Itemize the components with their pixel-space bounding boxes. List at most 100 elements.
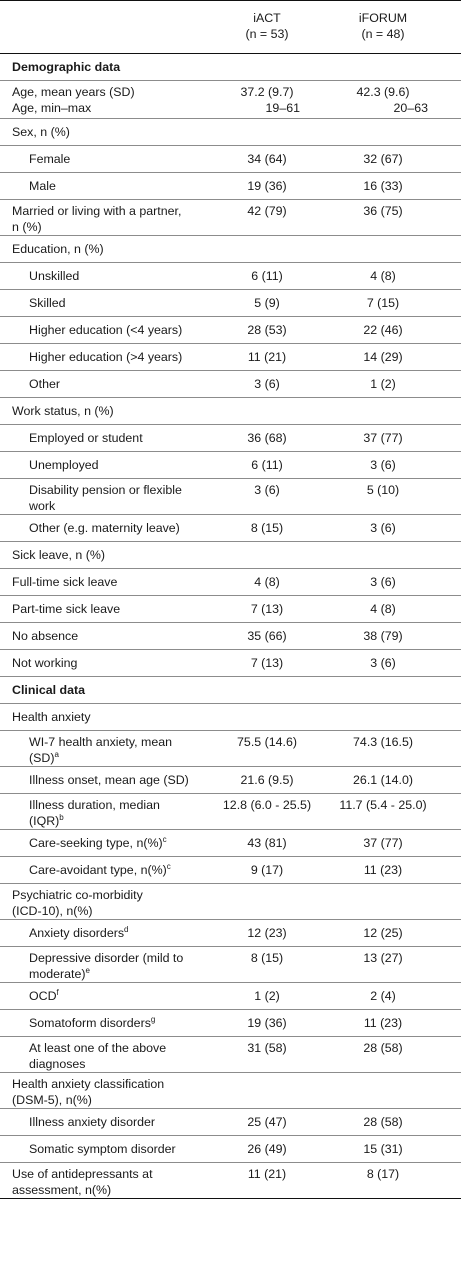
row-label-text: Demographic data (12, 60, 121, 74)
row-label-text: Illness onset, mean age (SD) (29, 773, 189, 787)
cell-iforum: 1 (2) (370, 377, 396, 391)
table-row: Male 19 (36) 16 (33) (0, 173, 461, 200)
row-label: Unskilled (29, 268, 79, 284)
row-label-text-line2: (IQR) (29, 814, 60, 828)
cell-iforum: 32 (67) (363, 152, 403, 166)
row-label: Female (29, 151, 70, 167)
row-label: Work status, n (%) (12, 403, 114, 419)
table-row: Unemployed 6 (11) 3 (6) (0, 452, 461, 479)
row-label: Sex, n (%) (12, 124, 70, 140)
table-row: No absence 35 (66) 38 (79) (0, 623, 461, 650)
cell-iforum: 42.3 (9.6) (356, 85, 410, 99)
cell-iforum: 26.1 (14.0) (353, 773, 413, 787)
cell-iact: 4 (8) (254, 575, 280, 589)
cell-iforum: 12 (25) (363, 926, 403, 940)
row-label-text: Depressive disorder (mild to (29, 951, 184, 965)
cell-iforum: 28 (58) (363, 1115, 403, 1129)
cell-iforum: 3 (6) (370, 656, 396, 670)
row-label-text: Other (29, 377, 60, 391)
row-label: No absence (12, 628, 78, 644)
row-label: Illness duration, median (IQR)b (29, 797, 160, 829)
table-row: Work status, n (%) (0, 398, 461, 425)
cell-iforum: 4 (8) (370, 269, 396, 283)
table-row: Skilled 5 (9) 7 (15) (0, 290, 461, 317)
table-row: Higher education (>4 years) 11 (21) 14 (29… (0, 344, 461, 371)
table-row: Employed or student 36 (68) 37 (77) (0, 425, 461, 452)
footnote-marker: c (166, 862, 171, 871)
cell-iforum: 37 (77) (363, 836, 403, 850)
table-row: Depressive disorder (mild to moderate)e 8 … (0, 947, 461, 983)
footnote-marker: c (162, 835, 167, 844)
cell-iforum: 22 (46) (363, 323, 403, 337)
table-row: Other (e.g. maternity leave) 8 (15) 3 (6) (0, 515, 461, 542)
cell-iact: 36 (68) (247, 431, 287, 445)
row-label-text: Sick leave, n (%) (12, 548, 105, 562)
header-iforum: iFORUM (n = 48) (333, 10, 433, 42)
cell-iforum: 11 (23) (363, 1016, 403, 1030)
table-row: Age, mean years (SD) Age, min–max 37.2 (9.… (0, 81, 461, 119)
row-label-text-line2: (DSM-5), n(%) (12, 1093, 92, 1107)
row-label-text: Health anxiety classification (12, 1077, 165, 1091)
cell-iact: 8 (15) (250, 521, 284, 535)
cell-iact-range: 19–61 (265, 101, 300, 115)
cell-iforum: 3 (6) (370, 521, 396, 535)
cell-iact: 37.2 (9.7) (240, 85, 294, 99)
row-label-text: Psychiatric co-morbidity (12, 888, 143, 902)
row-label: Sick leave, n (%) (12, 547, 105, 563)
cell-iact: 42 (79) (247, 204, 287, 218)
cell-iact: 3 (6) (254, 483, 280, 497)
row-label-text-line2: assessment, n(%) (12, 1183, 112, 1197)
cell-iforum: 4 (8) (370, 602, 396, 616)
row-label-text-line2: (SD) (29, 751, 55, 765)
row-label-text: Other (e.g. maternity leave) (29, 521, 180, 535)
row-label: Demographic data (12, 59, 120, 75)
table-row: Use of antidepressants at assessment, n(%… (0, 1163, 461, 1199)
row-label-text: Age, mean years (SD) (12, 85, 135, 99)
cell-iact: 34 (64) (247, 152, 287, 166)
row-label-text: Higher education (>4 years) (29, 350, 183, 364)
row-label-text: Health anxiety (12, 710, 91, 724)
cell-iforum: 11 (23) (363, 863, 403, 877)
row-label-text: Care-seeking type, n(%) (29, 836, 163, 850)
cell-iact: 35 (66) (247, 629, 287, 643)
footnote-marker: g (150, 1015, 156, 1024)
row-label-text-line2: (ICD-10), n(%) (12, 904, 93, 918)
cell-iforum: 36 (75) (363, 204, 403, 218)
footnote-marker: f (56, 988, 59, 997)
cell-iact: 6 (11) (251, 269, 283, 283)
row-label: Married or living with a partner, n (%) (12, 203, 181, 235)
row-label-text-line2: n (%) (12, 220, 42, 234)
row-label-text: Male (29, 179, 56, 193)
row-label: Employed or student (29, 430, 143, 446)
row-label-text: Clinical data (12, 683, 85, 697)
row-label: Illness onset, mean age (SD) (29, 772, 189, 788)
cell-iact: 12 (23) (247, 926, 287, 940)
table-row: Somatic symptom disorder 26 (49) 15 (31) (0, 1136, 461, 1163)
row-label: Higher education (<4 years) (29, 322, 182, 338)
row-label-text: Full-time sick leave (12, 575, 118, 589)
row-label: Full-time sick leave (12, 574, 117, 590)
row-label-text-line2: diagnoses (29, 1057, 86, 1071)
row-label-text: Employed or student (29, 431, 143, 445)
table-row: Part-time sick leave 7 (13) 4 (8) (0, 596, 461, 623)
table-row: Other 3 (6) 1 (2) (0, 371, 461, 398)
row-label: Age, mean years (SD) Age, min–max (12, 84, 135, 116)
cell-iact: 75.5 (14.6) (237, 735, 297, 749)
cell-iact: 11 (21) (247, 1167, 287, 1181)
footnote-marker: d (124, 925, 129, 934)
baseline-characteristics-table: iACT (n = 53) iFORUM (n = 48) Demographi… (0, 0, 461, 1199)
table-row: Illness duration, median (IQR)b 12.8 (6.0 … (0, 794, 461, 830)
table-row: Education, n (%) (0, 236, 461, 263)
cell-iforum: 2 (4) (370, 989, 396, 1003)
row-label-text: Use of antidepressants at (12, 1167, 153, 1181)
cell-iact: 21.6 (9.5) (240, 773, 294, 787)
row-label: Anxiety disordersd (29, 925, 129, 941)
row-label-text: Care-avoidant type, n(%) (29, 863, 167, 877)
table-row: Somatoform disordersg 19 (36) 11 (23) (0, 1010, 461, 1037)
row-label: Health anxiety (12, 709, 91, 725)
cell-iact: 1 (2) (254, 989, 280, 1003)
row-label-text: Somatic symptom disorder (29, 1142, 176, 1156)
table-body: Demographic data Age, mean years (SD) Age,… (0, 54, 461, 1199)
table-row: Unskilled 6 (11) 4 (8) (0, 263, 461, 290)
row-label: Clinical data (12, 682, 85, 698)
